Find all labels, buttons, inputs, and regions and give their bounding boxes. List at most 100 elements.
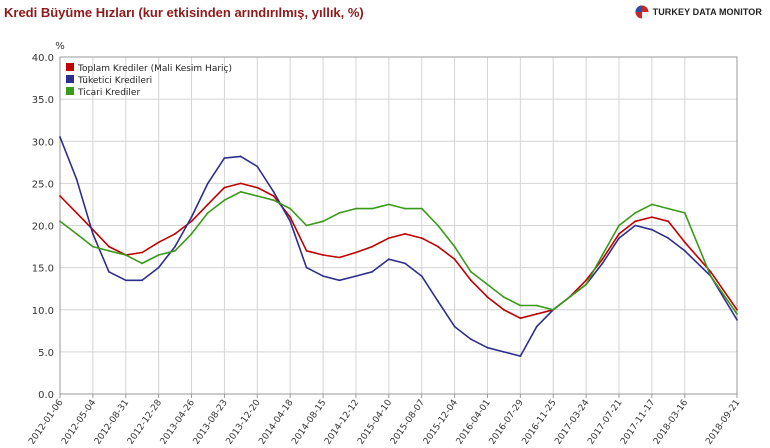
series-lines [59, 136, 738, 357]
y-tick-label: 25.0 [32, 179, 54, 190]
data-point [387, 237, 390, 240]
data-point [371, 207, 374, 210]
data-point [552, 308, 555, 311]
series-line [59, 191, 738, 315]
data-point [486, 346, 489, 349]
legend-swatch [66, 75, 74, 83]
data-point [618, 233, 620, 235]
data-point [75, 178, 78, 181]
data-point [59, 220, 61, 223]
y-tick-label: 5.0 [38, 348, 54, 359]
data-point [108, 249, 110, 252]
data-point [322, 254, 324, 256]
data-point [338, 279, 341, 282]
data-point [453, 245, 456, 248]
x-tick-label: 2014-12-12 [323, 398, 361, 447]
data-point [634, 212, 637, 214]
brand: TURKEY DATA MONITOR [635, 5, 762, 19]
data-point [709, 275, 712, 277]
gridlines [59, 56, 738, 395]
data-point [141, 251, 144, 254]
series-2 [59, 136, 738, 357]
data-point [552, 308, 555, 311]
series-line [59, 136, 738, 357]
x-tick-label: 2017-07-21 [586, 398, 624, 447]
data-point [355, 207, 357, 210]
legend-label: Tüketici Kredileri [77, 76, 152, 86]
data-point [256, 195, 259, 197]
data-point [124, 254, 127, 256]
data-point [585, 283, 587, 286]
data-point [601, 254, 604, 256]
data-point [453, 325, 456, 328]
data-point [141, 279, 144, 282]
data-point [519, 317, 522, 320]
legend-swatch [66, 87, 74, 95]
x-tick-label: 2013-04-26 [159, 398, 197, 447]
data-point [272, 195, 275, 197]
data-point [59, 195, 61, 197]
data-point [437, 300, 439, 303]
data-point [667, 207, 670, 210]
data-point [420, 237, 423, 240]
data-point [239, 190, 242, 193]
data-point [355, 251, 357, 254]
series-3 [59, 190, 738, 315]
data-point [157, 241, 160, 244]
data-point [108, 270, 110, 273]
data-point [568, 296, 571, 298]
y-tick-label: 0.0 [38, 390, 54, 401]
data-point [124, 254, 127, 256]
data-point [585, 279, 587, 282]
x-tick-label: 2013-12-20 [225, 398, 263, 447]
data-point [404, 233, 406, 235]
data-point [355, 275, 357, 277]
data-point [174, 249, 176, 252]
y-axis-unit: % [55, 41, 65, 52]
data-point [470, 270, 472, 273]
x-tick-label: 2018-03-16 [652, 398, 690, 447]
data-point [618, 237, 620, 240]
data-point [92, 245, 94, 248]
x-tick-label: 2015-08-07 [389, 398, 427, 447]
y-tick-label: 15.0 [32, 264, 54, 275]
data-point [174, 245, 176, 248]
data-point [223, 186, 226, 189]
data-point [371, 270, 374, 273]
data-point [272, 199, 275, 202]
data-point [272, 190, 275, 193]
data-point [709, 270, 712, 273]
data-point [486, 296, 489, 298]
y-tick-label: 10.0 [32, 306, 54, 317]
x-tick-label: 2015-12-04 [422, 398, 460, 447]
data-point [568, 296, 571, 298]
data-point [552, 308, 555, 311]
data-point [535, 304, 538, 307]
data-point [667, 220, 670, 223]
data-point [223, 157, 226, 160]
data-point [709, 275, 712, 277]
data-point [305, 249, 308, 252]
x-tick-label: 2012-05-04 [60, 398, 98, 447]
series-line [59, 182, 738, 320]
legend-label: Ticari Krediler [77, 88, 140, 98]
data-point [683, 212, 686, 214]
data-point [502, 296, 505, 298]
x-tick-label: 2014-04-18 [257, 398, 295, 447]
data-point [585, 283, 587, 286]
y-tick-label: 20.0 [32, 222, 54, 233]
data-point [470, 338, 472, 341]
data-point [289, 216, 292, 219]
x-tick-label: 2013-08-23 [192, 398, 230, 447]
series-1 [59, 182, 738, 320]
data-point [486, 283, 489, 286]
data-point [601, 258, 604, 261]
data-point [736, 308, 738, 311]
data-point [634, 220, 637, 223]
data-point [736, 313, 738, 315]
data-point [92, 233, 94, 235]
data-point [190, 216, 193, 219]
data-point [470, 279, 472, 282]
brand-name: TURKEY DATA MONITOR [652, 7, 762, 17]
